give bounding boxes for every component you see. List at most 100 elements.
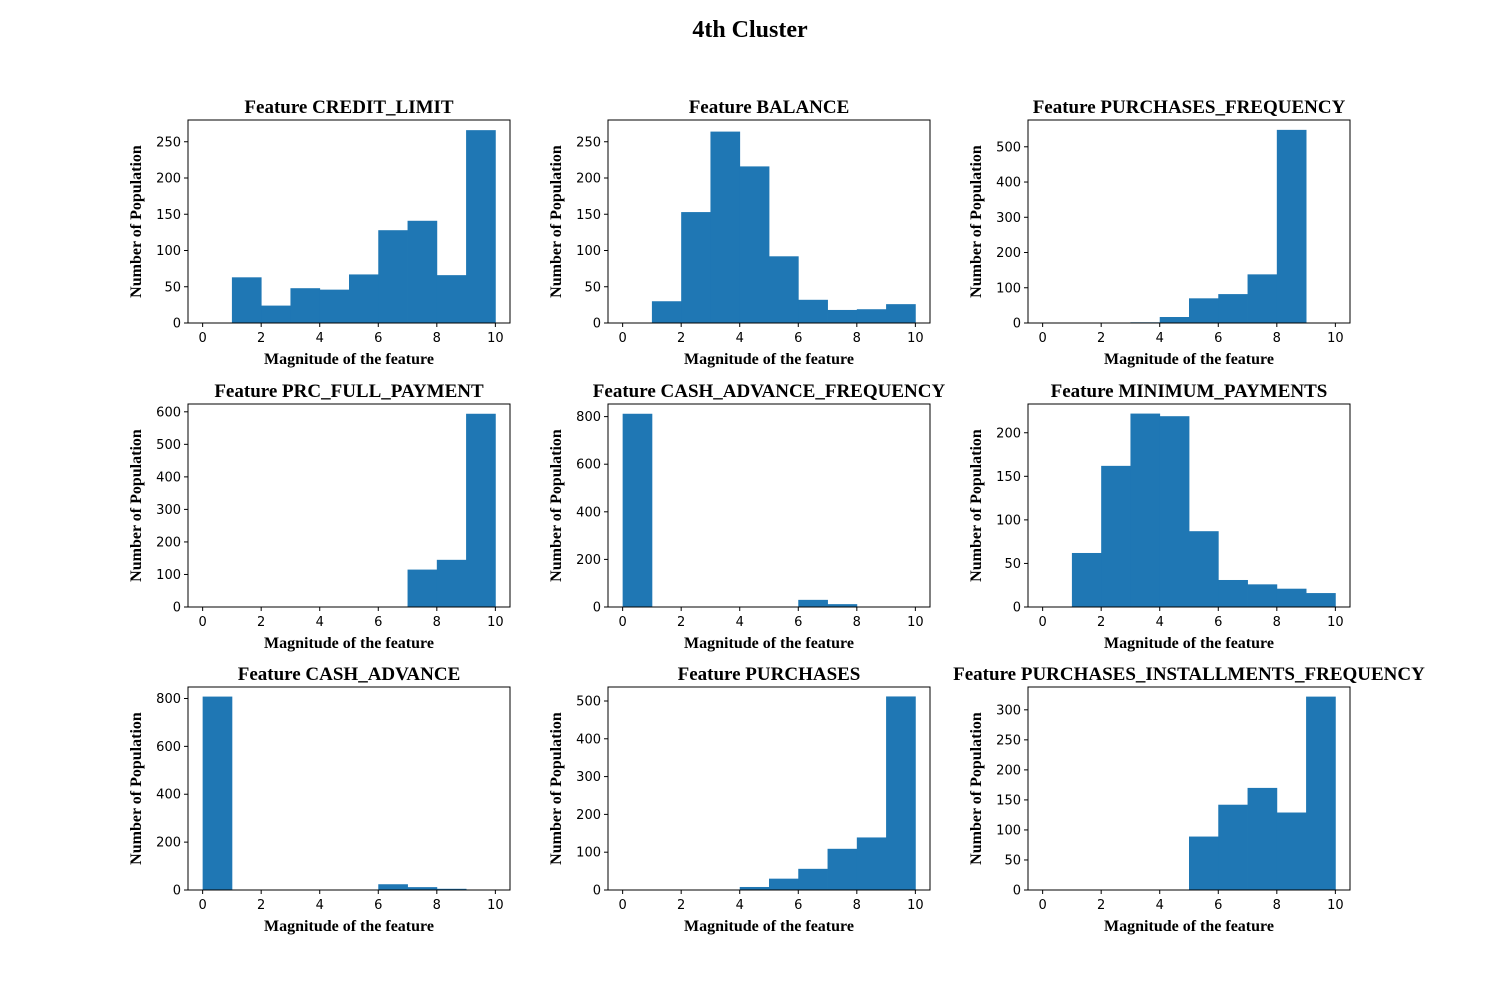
x-tick-label: 8 xyxy=(433,898,441,913)
y-tick-label: 100 xyxy=(996,281,1021,296)
x-tick-label: 0 xyxy=(1038,898,1046,913)
x-tick-label: 8 xyxy=(433,331,441,346)
x-tick-label: 8 xyxy=(1273,615,1281,630)
histogram-bar xyxy=(1218,294,1248,323)
y-tick-label: 50 xyxy=(584,280,601,295)
histogram-bar xyxy=(466,130,496,323)
panel-title: Feature PURCHASES_FREQUENCY xyxy=(1033,97,1346,118)
x-tick-label: 6 xyxy=(374,615,382,630)
x-tick-label: 10 xyxy=(907,898,924,913)
x-tick-label: 4 xyxy=(316,331,324,346)
histogram-bar xyxy=(1218,804,1248,890)
x-tick-label: 6 xyxy=(1214,615,1222,630)
x-tick-label: 4 xyxy=(1156,898,1164,913)
histogram-bar xyxy=(651,301,682,323)
histogram-bar xyxy=(1189,298,1219,323)
histogram-bar xyxy=(436,888,467,890)
x-tick-label: 6 xyxy=(1214,898,1222,913)
y-tick-label: 0 xyxy=(173,601,181,616)
x-tick-label: 2 xyxy=(1097,331,1105,346)
y-tick-label: 150 xyxy=(996,793,1021,808)
y-tick-label: 100 xyxy=(576,846,601,861)
histogram-bar xyxy=(319,289,350,323)
axes-frame xyxy=(187,403,511,608)
y-tick-label: 250 xyxy=(576,135,601,150)
y-axis-label: Number of Population xyxy=(128,145,145,298)
histogram-bar xyxy=(739,886,770,890)
x-tick-label: 6 xyxy=(794,898,802,913)
x-tick-label: 0 xyxy=(618,898,626,913)
x-tick-label: 8 xyxy=(1273,898,1281,913)
histogram-bar xyxy=(1071,552,1102,607)
x-tick-label: 8 xyxy=(853,615,861,630)
histogram-bar xyxy=(231,277,262,323)
histogram-bar xyxy=(1247,274,1278,323)
histogram-bar xyxy=(1130,413,1161,607)
y-tick-label: 250 xyxy=(996,733,1021,748)
histogram-bar xyxy=(407,569,438,607)
y-tick-label: 0 xyxy=(1013,601,1021,616)
histogram-bar xyxy=(1101,465,1131,607)
histogram-bar xyxy=(827,848,858,890)
axes-frame xyxy=(187,119,511,324)
y-tick-label: 0 xyxy=(593,317,601,332)
x-tick-label: 0 xyxy=(618,331,626,346)
y-tick-label: 0 xyxy=(173,884,181,899)
y-tick-label: 100 xyxy=(996,513,1021,528)
y-tick-label: 800 xyxy=(156,692,181,707)
histogram-bar xyxy=(1218,579,1248,607)
y-tick-label: 150 xyxy=(156,208,181,223)
x-tick-label: 2 xyxy=(257,615,265,630)
y-tick-label: 500 xyxy=(576,694,601,709)
x-tick-label: 8 xyxy=(1273,331,1281,346)
axes-frame xyxy=(607,119,931,324)
y-tick-label: 400 xyxy=(576,505,601,520)
x-tick-label: 8 xyxy=(853,898,861,913)
histogram-bar xyxy=(798,868,828,890)
x-tick-label: 8 xyxy=(853,331,861,346)
y-tick-label: 100 xyxy=(996,823,1021,838)
y-tick-label: 500 xyxy=(156,438,181,453)
histogram-bar xyxy=(856,309,887,323)
histogram-bar xyxy=(436,559,467,607)
histogram-bar xyxy=(1159,317,1190,323)
y-tick-label: 300 xyxy=(156,503,181,518)
y-tick-label: 200 xyxy=(576,808,601,823)
histogram-bar xyxy=(769,878,799,890)
x-axis-label: Magnitude of the feature xyxy=(684,635,854,652)
x-tick-label: 4 xyxy=(316,615,324,630)
axes-frame xyxy=(1027,686,1351,891)
x-tick-label: 10 xyxy=(487,331,504,346)
x-tick-label: 2 xyxy=(1097,898,1105,913)
panel-title: Feature MINIMUM_PAYMENTS xyxy=(1051,381,1328,402)
y-tick-label: 100 xyxy=(156,244,181,259)
y-axis-label: Number of Population xyxy=(128,429,145,582)
y-axis-label: Number of Population xyxy=(968,712,985,865)
histogram-bar xyxy=(886,304,916,323)
y-tick-label: 300 xyxy=(996,211,1021,226)
y-axis-label: Number of Population xyxy=(548,712,565,865)
y-tick-label: 200 xyxy=(996,426,1021,441)
histogram-panel: 0 2 4 6 8 10 0 200 400 600 800 Feature CASH_ADVANCE… xyxy=(128,664,511,935)
histogram-bar xyxy=(407,887,438,890)
histogram-bar xyxy=(290,288,321,323)
histogram-bar xyxy=(769,256,799,323)
x-tick-label: 4 xyxy=(1156,331,1164,346)
x-tick-label: 0 xyxy=(618,615,626,630)
x-tick-label: 6 xyxy=(1214,331,1222,346)
histogram-bar xyxy=(827,604,858,607)
x-tick-label: 10 xyxy=(487,898,504,913)
x-tick-label: 4 xyxy=(316,898,324,913)
x-tick-label: 2 xyxy=(1097,615,1105,630)
histogram-bar xyxy=(378,230,408,323)
x-tick-label: 6 xyxy=(794,615,802,630)
x-axis-label: Magnitude of the feature xyxy=(684,351,854,368)
histogram-bar xyxy=(1159,416,1190,607)
